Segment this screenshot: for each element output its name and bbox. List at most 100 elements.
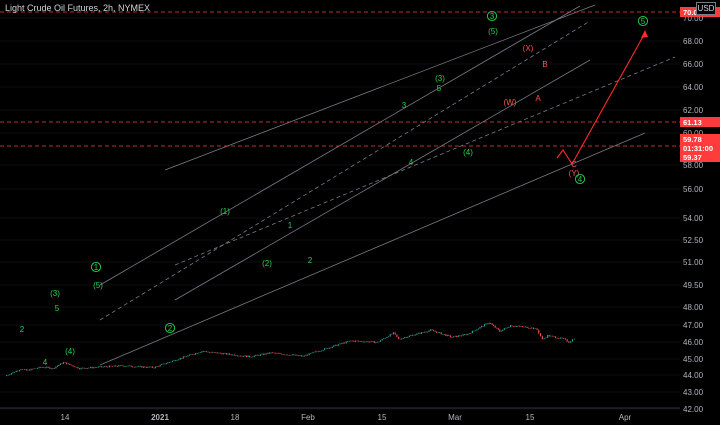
- candle-body: [93, 367, 95, 369]
- price-tick-label: 66.00: [683, 60, 704, 69]
- candle-body: [6, 375, 8, 377]
- price-axis[interactable]: 70.00 68.00 66.00 64.00 62.00 60.00 58.00 56.00…: [680, 0, 720, 425]
- candle-body: [38, 367, 40, 369]
- candle-body: [294, 354, 296, 356]
- candle-body: [181, 358, 183, 359]
- candle-body: [508, 327, 510, 328]
- price-tick-label: 54.00: [683, 214, 704, 223]
- candle-body: [78, 368, 81, 370]
- time-axis[interactable]: 14 2021 18 Feb 15 Mar 15 Apr: [0, 407, 680, 422]
- wave-text: (Y): [569, 169, 580, 178]
- candle-body: [407, 336, 409, 338]
- candle-body: [291, 354, 293, 356]
- candle-body: [383, 338, 385, 340]
- price-tag-bg: [680, 117, 720, 127]
- candle-body: [411, 334, 413, 336]
- wave-text: 4: [409, 158, 414, 167]
- wave-label: (Y): [569, 169, 580, 178]
- candle-body: [384, 338, 386, 339]
- candle-body: [99, 366, 101, 367]
- candle-body: [423, 331, 426, 333]
- price-tick-label: 43.00: [683, 388, 704, 397]
- projection-line: [556, 32, 646, 166]
- wave-circle: [637, 15, 649, 27]
- candle-body: [221, 353, 223, 355]
- candle-body: [381, 339, 383, 341]
- price-tag: 01:31:00: [680, 143, 720, 153]
- wave-text: 5: [55, 304, 60, 313]
- candle-body: [89, 367, 92, 368]
- candle-body: [378, 341, 380, 343]
- wave-text: 1: [288, 221, 293, 230]
- candle-body: [15, 370, 17, 373]
- candle-body: [296, 354, 298, 356]
- candle-body: [362, 341, 364, 343]
- candle-body: [500, 331, 502, 332]
- candle-body: [470, 333, 472, 334]
- chart-grid: [0, 17, 680, 410]
- candle-body: [148, 366, 150, 368]
- wave-text: (3): [435, 74, 445, 83]
- candle-body: [50, 368, 52, 370]
- candle-body: [323, 348, 326, 351]
- candle-body: [515, 326, 518, 327]
- time-tick-label: 14: [61, 413, 70, 422]
- wave-label: (4): [463, 148, 473, 157]
- price-tag-bg: [680, 152, 720, 162]
- candle-body: [496, 327, 498, 329]
- candle-body: [74, 366, 76, 368]
- candle-body: [509, 325, 511, 328]
- candle-body: [268, 352, 271, 354]
- candle-body: [399, 338, 401, 340]
- candle-body: [33, 368, 35, 370]
- wave-circle: [486, 10, 498, 22]
- candle-body: [414, 334, 416, 336]
- candle-body: [105, 366, 107, 368]
- candle-body: [264, 353, 266, 355]
- wave-label: (2): [262, 259, 272, 268]
- wave-text: (2): [262, 259, 272, 268]
- candle-body: [445, 334, 447, 336]
- candle-body: [238, 355, 240, 357]
- candle-body: [525, 326, 527, 328]
- candle-body: [72, 365, 74, 367]
- candle-body: [386, 337, 388, 339]
- candle-body: [293, 354, 295, 356]
- candle-body: [133, 366, 135, 368]
- currency-button[interactable]: USD: [696, 2, 716, 15]
- candle-body: [43, 367, 45, 368]
- wave-text: (5): [93, 281, 103, 290]
- candle-body: [52, 367, 54, 369]
- candle-body: [150, 366, 152, 368]
- price-tick-label: 68.00: [683, 37, 704, 46]
- candle-body: [75, 366, 77, 368]
- candle-body: [570, 341, 572, 343]
- candle-body: [437, 332, 439, 333]
- candle-body: [213, 352, 215, 353]
- candle-body: [241, 355, 243, 357]
- candle-body: [467, 334, 469, 335]
- wave-text: (1): [220, 207, 230, 216]
- price-tick-label: 47.00: [683, 321, 704, 330]
- wave-text: A: [535, 94, 541, 103]
- candle-body: [290, 354, 292, 356]
- candle-body: [436, 331, 438, 333]
- time-tick-label: 18: [231, 413, 240, 422]
- candle-body: [308, 353, 310, 356]
- candle-body: [147, 366, 149, 368]
- candle-body: [86, 368, 88, 369]
- candle-body: [20, 369, 22, 371]
- candle-body: [258, 355, 260, 356]
- candle-body: [49, 367, 51, 369]
- candle-body: [518, 326, 521, 327]
- candle-body: [113, 365, 115, 367]
- candle-body: [36, 368, 39, 369]
- candle-body: [555, 336, 557, 339]
- candle-body: [276, 352, 278, 354]
- candle-body: [265, 353, 267, 355]
- candle-body: [365, 341, 367, 343]
- candle-body: [333, 345, 335, 347]
- candle-body: [30, 368, 32, 371]
- candle-body: [64, 362, 66, 363]
